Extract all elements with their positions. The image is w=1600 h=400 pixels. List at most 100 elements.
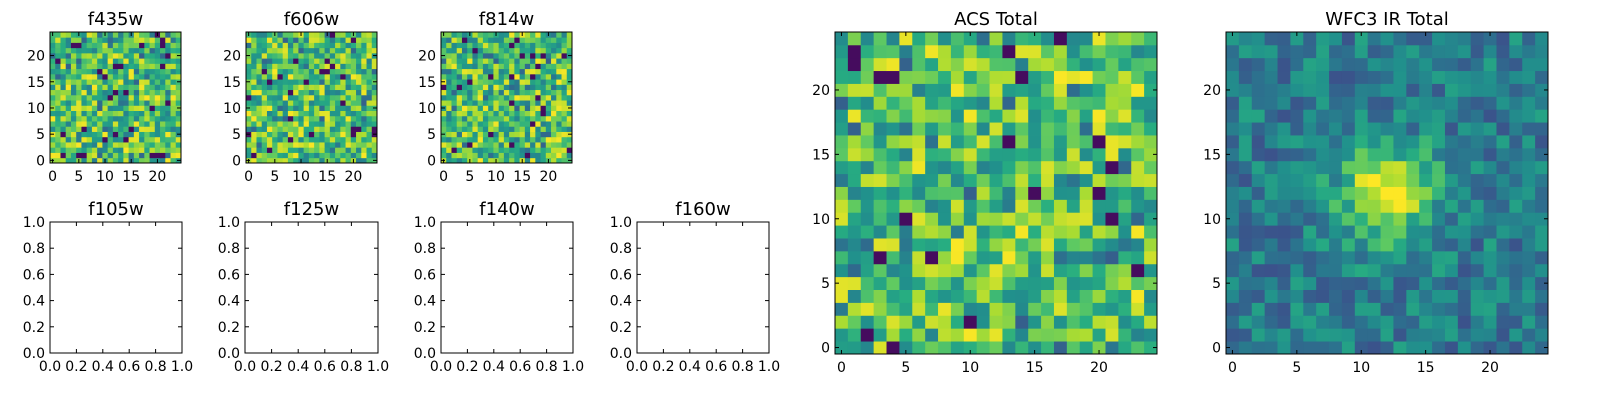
- heatmap-cell: [963, 109, 978, 123]
- heatmap-cell: [1457, 173, 1472, 187]
- heatmap-cell: [345, 37, 352, 43]
- heatmap-cell: [149, 142, 156, 148]
- heatmap-cell: [272, 52, 278, 59]
- heatmap-cell: [1105, 160, 1119, 175]
- heatmap-cell: [144, 142, 150, 148]
- heatmap-cell: [86, 152, 93, 159]
- heatmap-cell: [1066, 238, 1081, 252]
- heatmap-cell: [76, 94, 82, 101]
- heatmap-cell: [272, 100, 278, 106]
- heatmap-cell: [287, 121, 294, 127]
- heatmap-cell: [277, 79, 284, 85]
- heatmap-cell: [303, 32, 310, 38]
- heatmap-cell: [86, 115, 93, 122]
- heatmap-cell: [1457, 341, 1472, 355]
- heatmap-cell: [1092, 225, 1106, 239]
- heatmap-cell: [144, 52, 150, 59]
- heatmap-cell: [165, 32, 171, 38]
- heatmap-cell: [251, 58, 257, 64]
- heatmap-cell: [303, 94, 310, 101]
- heatmap-cell: [1470, 109, 1484, 123]
- heatmap-cell: [123, 73, 129, 80]
- heatmap-cell: [1316, 250, 1330, 265]
- heatmap-cell: [1432, 122, 1446, 136]
- heatmap-cell: [1264, 32, 1278, 46]
- heatmap-cell: [356, 89, 362, 96]
- heatmap-cell: [65, 131, 72, 138]
- heatmap-cell: [860, 44, 875, 59]
- heatmap-cell: [324, 152, 331, 159]
- heatmap-cell: [482, 157, 489, 164]
- heatmap-cell: [950, 135, 965, 149]
- heatmap-cell: [256, 58, 263, 64]
- heatmap-cell: [128, 142, 135, 148]
- heatmap-cell: [519, 73, 526, 80]
- heatmap-cell: [1066, 160, 1081, 175]
- heatmap-cell: [1367, 57, 1381, 72]
- heatmap-cell: [1535, 186, 1549, 200]
- heatmap-cell: [55, 42, 61, 49]
- heatmap-cell: [308, 32, 315, 38]
- heatmap-cell: [1522, 147, 1536, 162]
- heatmap-cell: [461, 136, 468, 143]
- heatmap-cell: [81, 121, 88, 127]
- heatmap-cell: [1341, 57, 1356, 72]
- heatmap-cell: [335, 89, 341, 96]
- heatmap-cell: [165, 115, 171, 122]
- heatmap-cell: [1354, 212, 1369, 226]
- heatmap-cell: [530, 131, 536, 138]
- heatmap-cell: [91, 121, 98, 127]
- x-tick-label: 1.0: [562, 359, 584, 375]
- heatmap-cell: [298, 52, 305, 59]
- heatmap-cell: [282, 47, 289, 54]
- heatmap-cell: [514, 105, 520, 111]
- heatmap-cell: [535, 32, 541, 38]
- heatmap-cell: [509, 126, 515, 132]
- heatmap-cell: [133, 79, 140, 85]
- heatmap-cell: [76, 37, 82, 43]
- heatmap-cell: [266, 89, 273, 96]
- heatmap-cell: [482, 94, 489, 101]
- heatmap-cell: [335, 37, 341, 43]
- heatmap-cell: [282, 142, 289, 148]
- heatmap-cell: [1238, 186, 1253, 200]
- heatmap-cell: [477, 110, 484, 117]
- heatmap-cell: [65, 94, 72, 101]
- heatmap-cell: [1290, 328, 1304, 342]
- heatmap-cell: [81, 147, 88, 153]
- heatmap-cell: [899, 122, 913, 136]
- heatmap-cell: [1380, 341, 1394, 355]
- heatmap-cell: [976, 147, 990, 162]
- heatmap-cell: [246, 47, 252, 54]
- heatmap-cell: [1496, 109, 1510, 123]
- heatmap-cell: [847, 212, 862, 226]
- heatmap-cell: [1354, 70, 1369, 84]
- heatmap-cell: [899, 57, 913, 72]
- heatmap-cell: [1041, 32, 1055, 46]
- heatmap-cell: [298, 84, 305, 91]
- heatmap-cell: [335, 100, 341, 106]
- heatmap-cell: [551, 142, 557, 148]
- heatmap-cell: [1028, 212, 1042, 226]
- heatmap-cell: [165, 152, 171, 159]
- heatmap-cell: [65, 63, 72, 70]
- heatmap-cell: [873, 341, 887, 355]
- heatmap-cell: [1079, 122, 1093, 136]
- heatmap-cell: [493, 79, 500, 85]
- heatmap-cell: [1015, 328, 1029, 342]
- heatmap-cell: [1053, 160, 1068, 175]
- heatmap-cell: [561, 121, 568, 127]
- heatmap-cell: [446, 94, 452, 101]
- heatmap-cell: [1406, 32, 1420, 46]
- heatmap-cell: [1002, 32, 1016, 46]
- heatmap-cell: [556, 42, 562, 49]
- heatmap-cell: [493, 105, 500, 111]
- heatmap-cell: [835, 225, 849, 239]
- heatmap-cell: [70, 63, 77, 70]
- heatmap-cell: [472, 58, 479, 64]
- heatmap-cell: [1144, 135, 1158, 149]
- heatmap-cell: [81, 58, 88, 64]
- heatmap-cell: [847, 32, 862, 46]
- heatmap-cell: [293, 110, 299, 117]
